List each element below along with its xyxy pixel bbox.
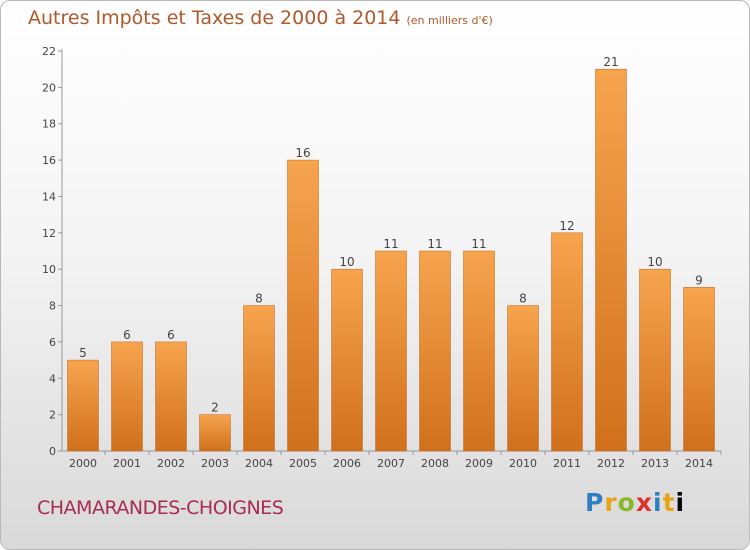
bar bbox=[551, 232, 583, 452]
bar bbox=[375, 250, 407, 452]
logo-letter: P bbox=[585, 488, 605, 517]
y-tick-label: 12 bbox=[42, 227, 56, 240]
x-tick-label: 2006 bbox=[333, 457, 361, 470]
proxiti-logo: Proxiti bbox=[585, 488, 685, 517]
bar-value-label: 10 bbox=[339, 255, 354, 269]
y-tick-label: 10 bbox=[42, 263, 56, 276]
bar bbox=[683, 287, 715, 452]
chart-unit: (en milliers d'€) bbox=[406, 14, 493, 27]
chart-title-text: Autres Impôts et Taxes de 2000 à 2014 bbox=[28, 7, 401, 29]
bar bbox=[199, 414, 231, 452]
bar-value-label: 11 bbox=[427, 237, 442, 251]
y-tick-label: 20 bbox=[42, 81, 56, 94]
bar-value-label: 6 bbox=[167, 328, 175, 342]
x-tick-label: 2009 bbox=[465, 457, 493, 470]
x-tick-label: 2013 bbox=[641, 457, 669, 470]
bar bbox=[287, 159, 319, 452]
bar-value-label: 21 bbox=[603, 55, 618, 69]
logo-letter: i bbox=[675, 488, 686, 517]
y-tick-label: 4 bbox=[49, 372, 56, 385]
bar-value-label: 6 bbox=[123, 328, 131, 342]
bar bbox=[331, 268, 363, 452]
bar-value-label: 2 bbox=[211, 401, 219, 415]
y-tick-label: 22 bbox=[42, 45, 56, 58]
x-tick-label: 2004 bbox=[245, 457, 273, 470]
bar-value-label: 8 bbox=[255, 292, 263, 306]
y-tick-label: 0 bbox=[49, 445, 56, 458]
bar-value-label: 8 bbox=[519, 292, 527, 306]
bar-value-label: 11 bbox=[383, 237, 398, 251]
chart-title: Autres Impôts et Taxes de 2000 à 2014 (en… bbox=[28, 7, 493, 29]
bar bbox=[243, 305, 275, 452]
x-tick-label: 2002 bbox=[157, 457, 185, 470]
bar-value-label: 11 bbox=[471, 237, 486, 251]
commune-name: CHAMARANDES-CHOIGNES bbox=[37, 497, 284, 519]
logo-letter: i bbox=[653, 488, 663, 517]
bar bbox=[67, 359, 99, 452]
x-tick-label: 2000 bbox=[69, 457, 97, 470]
bar bbox=[111, 341, 143, 452]
logo-letter: r bbox=[604, 488, 618, 517]
bar bbox=[639, 268, 671, 452]
chart-bars bbox=[67, 68, 715, 452]
y-tick-label: 2 bbox=[49, 409, 56, 422]
bar bbox=[419, 250, 451, 452]
bar bbox=[463, 250, 495, 452]
logo-letter: o bbox=[617, 488, 636, 517]
x-tick-label: 2010 bbox=[509, 457, 537, 470]
y-tick-label: 8 bbox=[49, 300, 56, 313]
y-tick-label: 18 bbox=[42, 118, 56, 131]
x-tick-label: 2007 bbox=[377, 457, 405, 470]
y-tick-label: 16 bbox=[42, 154, 56, 167]
y-tick-label: 6 bbox=[49, 336, 56, 349]
bar bbox=[507, 305, 539, 452]
chart-labels: 0 2 4 6 8 10 12 14 16 18 20 22 5 2000 6 2001 6 2002 2 2003 8… bbox=[42, 45, 713, 470]
x-tick-label: 2001 bbox=[113, 457, 141, 470]
x-tick-label: 2012 bbox=[597, 457, 625, 470]
x-tick-label: 2008 bbox=[421, 457, 449, 470]
bar-value-label: 16 bbox=[295, 146, 310, 160]
x-tick-label: 2003 bbox=[201, 457, 229, 470]
y-tick-label: 14 bbox=[42, 190, 56, 203]
x-tick-label: 2005 bbox=[289, 457, 317, 470]
x-tick-label: 2014 bbox=[685, 457, 713, 470]
logo-letter: t bbox=[662, 488, 676, 517]
bar-value-label: 9 bbox=[695, 273, 703, 287]
bar bbox=[595, 68, 627, 452]
bar bbox=[155, 341, 187, 452]
x-tick-label: 2011 bbox=[553, 457, 581, 470]
bar-value-label: 12 bbox=[559, 219, 574, 233]
bar-value-label: 5 bbox=[79, 346, 87, 360]
logo-letter: x bbox=[635, 488, 653, 517]
bar-value-label: 10 bbox=[647, 255, 662, 269]
